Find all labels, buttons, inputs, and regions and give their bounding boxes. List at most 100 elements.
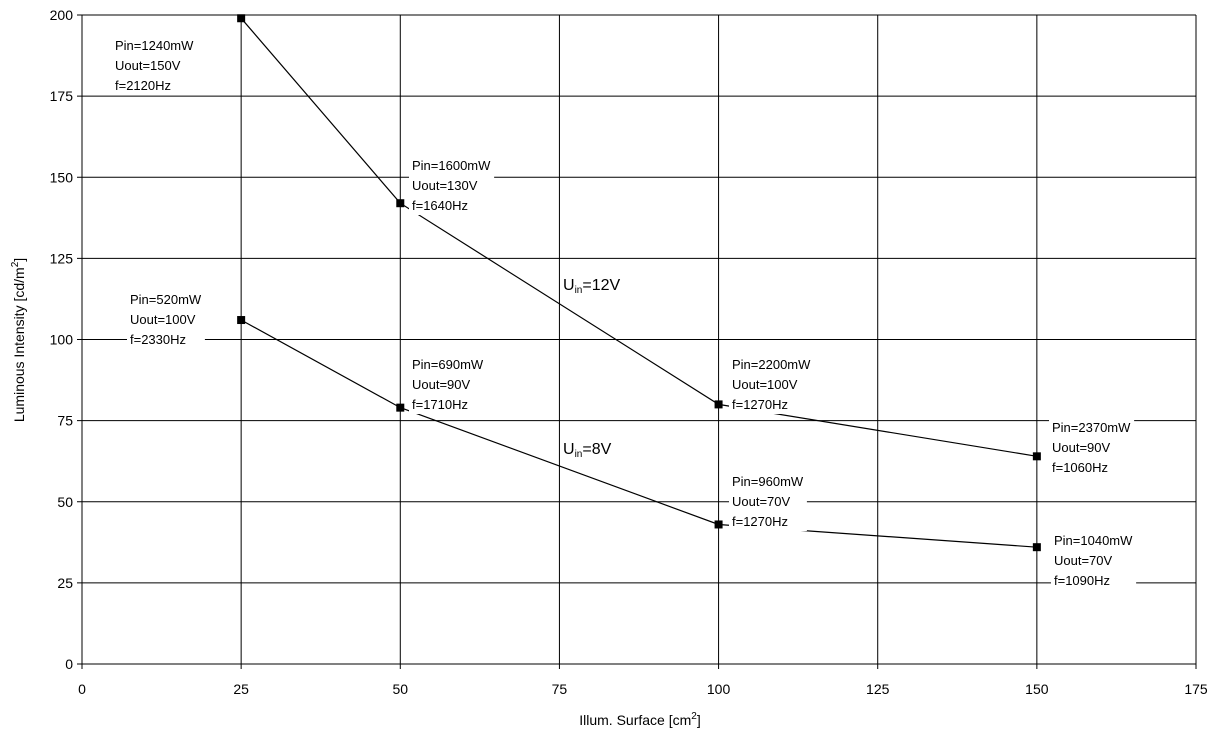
y-tick-labels: 0 25 50 75 100 125 150 175 200 <box>50 7 74 672</box>
annotation-line: Uout=70V <box>1054 553 1113 568</box>
series-group <box>237 14 1041 552</box>
annotation-line: f=1640Hz <box>412 198 468 213</box>
series-label-sub: in <box>575 285 583 296</box>
annotation-line: Uout=90V <box>412 377 471 392</box>
annotation-text: Pin=2370mW Uout=90V f=1060Hz <box>1052 420 1131 475</box>
x-tick-label: 25 <box>233 681 249 697</box>
annotation-text: Pin=1600mW Uout=130V f=1640Hz <box>412 158 491 213</box>
series-label-main: U <box>563 441 575 458</box>
annotation-line: Pin=2200mW <box>732 357 811 372</box>
series-label-rest: =8V <box>582 441 611 458</box>
annotation-line: f=2330Hz <box>130 332 186 347</box>
annotation-line: Pin=1600mW <box>412 158 491 173</box>
series-1 <box>237 316 1041 552</box>
annotation-line: f=2120Hz <box>115 78 171 93</box>
x-tick-label: 75 <box>552 681 568 697</box>
point-annotation: Pin=2370mW Uout=90V f=1060Hz <box>1049 418 1135 477</box>
annotation-line: Uout=100V <box>732 377 798 392</box>
series-label: Uin=8V <box>560 439 615 462</box>
y-axis-label: Luminous Intensity [cd/m2] <box>10 258 27 422</box>
annotation-text: Pin=2200mW Uout=100V f=1270Hz <box>732 357 811 412</box>
annotation-line: f=1060Hz <box>1052 460 1108 475</box>
y-tick-label: 175 <box>50 88 74 104</box>
annotations: Pin=1240mW Uout=150V f=2120Hz Pin=1600mW Uou… <box>112 36 1137 590</box>
x-tick-label: 150 <box>1025 681 1049 697</box>
point-annotation: Pin=1600mW Uout=130V f=1640Hz <box>409 156 495 215</box>
grid <box>82 14 1197 664</box>
annotation-text: Pin=960mW Uout=70V f=1270Hz <box>732 474 804 529</box>
annotation-background <box>127 290 205 349</box>
annotation-text: Pin=1040mW Uout=70V f=1090Hz <box>1054 533 1133 588</box>
x-tick-label: 125 <box>866 681 890 697</box>
annotation-background <box>729 355 815 414</box>
x-tick-label: 0 <box>78 681 86 697</box>
series-label-rest: =12V <box>582 277 620 294</box>
annotation-line: Uout=90V <box>1052 440 1111 455</box>
y-tick-label: 0 <box>65 656 73 672</box>
x-tick-labels: 0 25 50 75 100 125 150 175 <box>78 681 1208 697</box>
y-tick-label: 75 <box>57 413 73 429</box>
series-line <box>240 319 1037 548</box>
annotation-background <box>1051 531 1137 590</box>
annotation-line: f=1090Hz <box>1054 573 1110 588</box>
point-annotation: Pin=2200mW Uout=100V f=1270Hz <box>729 355 815 414</box>
y-tick-label: 25 <box>57 575 73 591</box>
series-label-background <box>560 439 615 462</box>
annotation-line: Pin=690mW <box>412 357 484 372</box>
annotation-text: Pin=520mW Uout=100V f=2330Hz <box>130 292 202 347</box>
series-label: Uin=12V <box>560 275 624 298</box>
x-tick-label: 50 <box>392 681 408 697</box>
point-annotation: Pin=960mW Uout=70V f=1270Hz <box>729 472 807 531</box>
y-tick-label: 125 <box>50 250 74 266</box>
x-tick-label: 175 <box>1184 681 1208 697</box>
annotation-line: Uout=150V <box>115 58 181 73</box>
y-tick-label: 50 <box>57 494 73 510</box>
annotation-line: Pin=960mW <box>732 474 804 489</box>
annotation-line: Pin=2370mW <box>1052 420 1131 435</box>
annotation-background <box>1049 418 1135 477</box>
annotation-background <box>409 156 495 215</box>
annotation-background <box>112 36 198 95</box>
annotation-line: f=1710Hz <box>412 397 468 412</box>
point-annotation: Pin=520mW Uout=100V f=2330Hz <box>127 290 205 349</box>
series-label-main: U <box>563 277 575 294</box>
annotation-line: f=1270Hz <box>732 514 788 529</box>
data-point-marker <box>1032 452 1041 461</box>
annotation-text: Pin=690mW Uout=90V f=1710Hz <box>412 357 484 412</box>
annotation-line: Uout=70V <box>732 494 791 509</box>
point-annotation: Pin=1240mW Uout=150V f=2120Hz <box>112 36 198 95</box>
x-axis-label: Illum. Surface [cm2] <box>579 711 700 728</box>
annotation-line: Uout=100V <box>130 312 196 327</box>
annotation-background <box>729 472 807 531</box>
annotation-line: Pin=520mW <box>130 292 202 307</box>
point-annotation: Pin=1040mW Uout=70V f=1090Hz <box>1051 531 1137 590</box>
data-point-marker <box>714 400 723 409</box>
annotation-background <box>409 355 487 414</box>
annotation-text: Pin=1240mW Uout=150V f=2120Hz <box>115 38 194 93</box>
series-0 <box>237 14 1041 461</box>
y-tick-label: 200 <box>50 7 74 23</box>
y-tick-label: 100 <box>50 332 74 348</box>
data-point-marker <box>396 403 405 412</box>
annotation-line: Uout=130V <box>412 178 478 193</box>
series-label-text: Uin=8V <box>563 441 612 460</box>
annotation-line: f=1270Hz <box>732 397 788 412</box>
y-tick-label: 150 <box>50 169 74 185</box>
data-point-marker <box>1032 543 1041 552</box>
data-point-marker <box>237 316 246 325</box>
axes <box>77 14 1197 669</box>
series-label-background <box>560 275 624 298</box>
series-label-text: Uin=12V <box>563 277 621 296</box>
annotation-line: Pin=1040mW <box>1054 533 1133 548</box>
annotation-line: Pin=1240mW <box>115 38 194 53</box>
x-tick-label: 100 <box>707 681 731 697</box>
series-line <box>240 17 1037 457</box>
point-annotation: Pin=690mW Uout=90V f=1710Hz <box>409 355 487 414</box>
data-point-marker <box>714 520 723 529</box>
data-point-marker <box>237 14 246 23</box>
series-label-sub: in <box>575 449 583 460</box>
data-point-marker <box>396 199 405 208</box>
